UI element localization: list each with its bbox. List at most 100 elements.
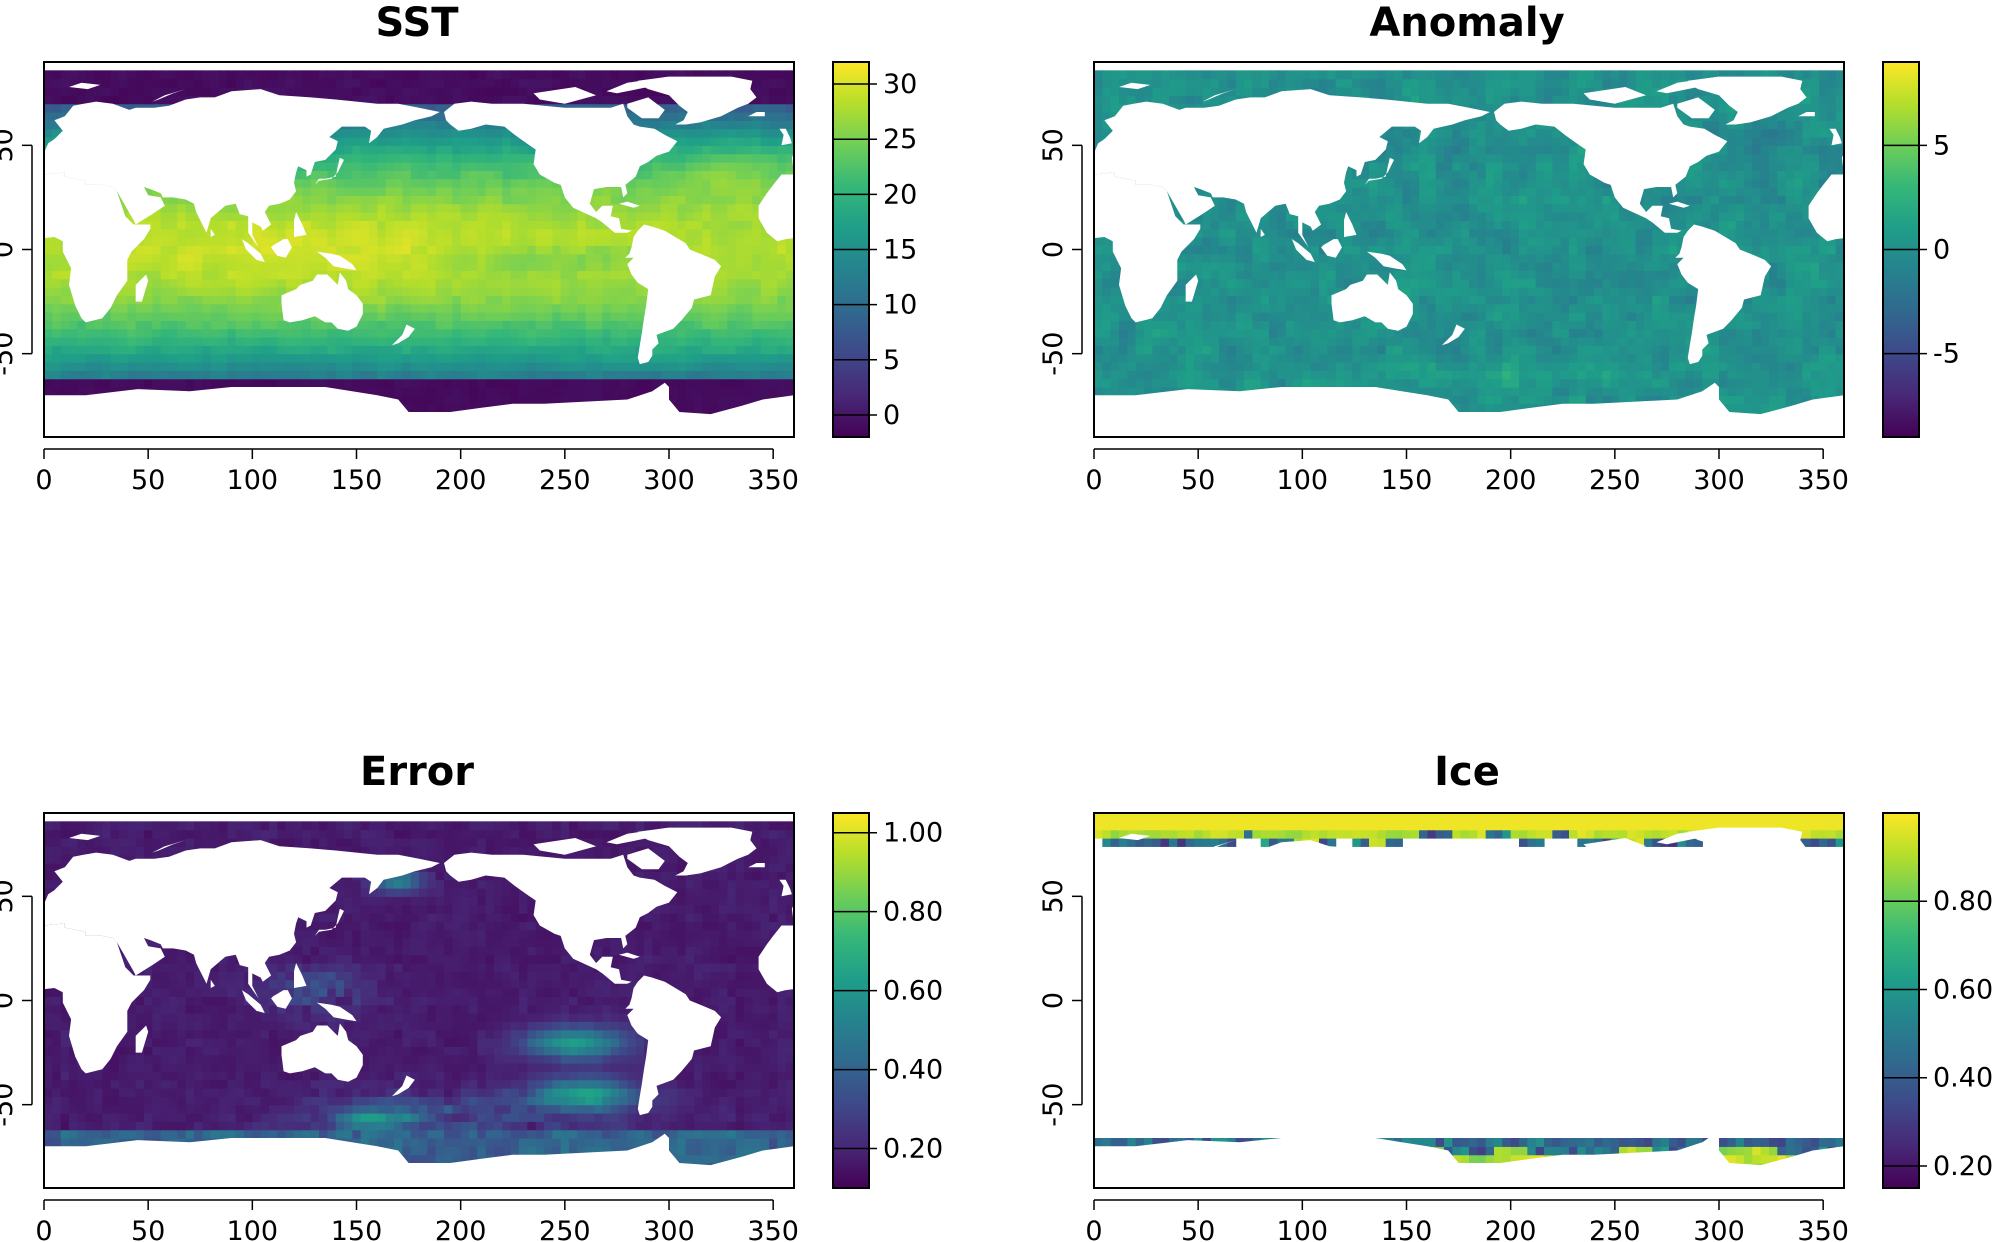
heatmap-cell	[335, 212, 345, 221]
heatmap-cell	[535, 328, 545, 338]
heatmap-cell	[1210, 353, 1220, 363]
heatmap-cell	[1469, 378, 1478, 388]
heatmap-cell	[727, 303, 737, 313]
heatmap-cell	[1144, 320, 1153, 330]
heatmap-cell	[319, 262, 328, 271]
heatmap-cell	[1119, 353, 1128, 363]
heatmap-cell	[419, 370, 428, 380]
heatmap-cell	[335, 237, 345, 246]
heatmap-cell	[277, 262, 287, 271]
heatmap-cell	[310, 203, 320, 213]
heatmap-cell	[760, 87, 770, 96]
heatmap-cell	[527, 378, 537, 388]
heatmap-cell	[552, 220, 562, 230]
heatmap-cell	[769, 70, 778, 80]
heatmap-cell	[1327, 320, 1337, 330]
heatmap-cell	[1560, 320, 1570, 330]
heatmap-cell	[85, 378, 95, 388]
heatmap-cell	[177, 228, 187, 238]
heatmap-cell	[202, 278, 212, 288]
heatmap-cell	[469, 270, 478, 280]
heatmap-cell	[535, 262, 545, 271]
heatmap-cell	[1519, 328, 1528, 338]
heatmap-cell	[377, 178, 387, 188]
heatmap-cell	[1760, 370, 1770, 380]
heatmap-cell	[52, 87, 62, 96]
heatmap-cell	[327, 245, 337, 255]
heatmap-cell	[269, 203, 278, 213]
heatmap-cell	[585, 270, 595, 280]
heatmap-cell	[244, 253, 253, 263]
heatmap-cell	[727, 112, 737, 121]
heatmap-cell	[519, 287, 528, 296]
heatmap-cell	[485, 303, 495, 313]
heatmap-cell	[1594, 337, 1603, 346]
heatmap-cell	[1544, 370, 1553, 380]
heatmap-cell	[502, 245, 512, 255]
heatmap-cell	[85, 353, 95, 363]
heatmap-cell	[227, 70, 237, 80]
heatmap-cell	[135, 362, 145, 371]
heatmap-cell	[310, 87, 320, 96]
heatmap-cell	[177, 262, 187, 271]
land-new_guinea	[316, 251, 357, 271]
heatmap-cell	[1510, 387, 1520, 396]
heatmap-cell	[502, 312, 512, 321]
heatmap-cell	[1719, 353, 1728, 363]
heatmap-cell	[719, 220, 728, 230]
heatmap-cell	[652, 195, 662, 205]
heatmap-cell	[510, 78, 520, 88]
heatmap-cell	[327, 153, 337, 163]
heatmap-cell	[152, 287, 162, 296]
heatmap-cell	[269, 270, 278, 280]
heatmap-cell	[1635, 387, 1645, 396]
heatmap-cell	[144, 295, 153, 305]
heatmap-cell	[1827, 353, 1837, 363]
heatmap-cell	[1402, 345, 1412, 355]
heatmap-cell	[1602, 328, 1612, 338]
heatmap-cell	[294, 245, 303, 255]
heatmap-cell	[427, 287, 437, 296]
heatmap-cell	[302, 378, 312, 388]
heatmap-cell	[1735, 403, 1745, 413]
heatmap-cell	[544, 287, 553, 296]
heatmap-cell	[752, 137, 762, 146]
heatmap-cell	[352, 162, 362, 171]
heatmap-cell	[52, 120, 62, 130]
heatmap-cell	[1502, 328, 1512, 338]
heatmap-cell	[519, 245, 528, 255]
heatmap-cell	[727, 353, 737, 363]
heatmap-cell	[1460, 345, 1470, 355]
heatmap-cell	[460, 295, 470, 305]
heatmap-cell	[219, 337, 228, 346]
heatmap-cell	[127, 103, 137, 113]
heatmap-cell	[719, 320, 728, 330]
heatmap-cell	[127, 370, 137, 380]
heatmap-cell	[44, 245, 53, 255]
heatmap-cell	[1635, 320, 1645, 330]
heatmap-cell	[285, 370, 295, 380]
heatmap-cell	[394, 362, 403, 371]
heatmap-cell	[44, 320, 53, 330]
heatmap-cell	[1127, 370, 1137, 380]
heatmap-cell	[544, 328, 553, 338]
heatmap-cell	[652, 212, 662, 221]
heatmap-cell	[594, 87, 603, 96]
heatmap-cell	[1285, 337, 1295, 346]
heatmap-cell	[744, 128, 753, 138]
heatmap-cell	[269, 87, 278, 96]
heatmap-cell	[377, 212, 387, 221]
heatmap-cell	[602, 95, 612, 105]
heatmap-cell	[1302, 328, 1312, 338]
heatmap-cell	[669, 378, 678, 388]
heatmap-cell	[1110, 378, 1120, 388]
heatmap-cell	[1227, 328, 1237, 338]
heatmap-cell	[235, 262, 245, 271]
heatmap-cell	[1119, 387, 1128, 396]
heatmap-cell	[1727, 353, 1737, 363]
heatmap-cell	[269, 278, 278, 288]
heatmap-cell	[427, 337, 437, 346]
heatmap-cell	[610, 262, 620, 271]
heatmap-cell	[535, 195, 545, 205]
heatmap-cell	[602, 87, 612, 96]
